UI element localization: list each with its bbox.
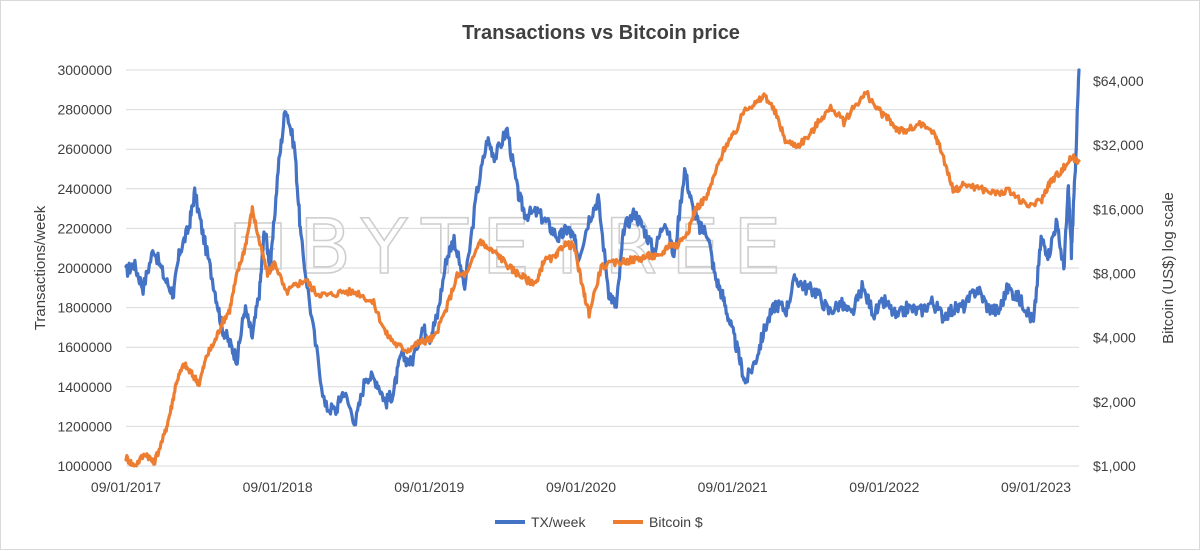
series-line-tx-week (124, 68, 1081, 427)
y-tick-label: 1800000 (57, 300, 112, 316)
y-tick-label: 2800000 (57, 102, 112, 118)
y-tick-label: 2400000 (57, 181, 112, 197)
y-tick-label: 1000000 (57, 458, 112, 474)
y2-tick-label: $1,000 (1093, 458, 1136, 474)
x-tick-label: 09/01/2017 (91, 479, 161, 495)
y-tick-label: 2200000 (57, 220, 112, 236)
y2-tick-label: $32,000 (1093, 137, 1144, 153)
y-axis-left: 1000000 1200000 1400000 1600000 1800000 20000… (57, 62, 112, 474)
legend: TX/week Bitcoin $ (495, 514, 703, 530)
x-axis: 09/01/2017 09/01/2018 09/01/2019 09/01/2020… (91, 479, 1071, 495)
y-tick-label: 1400000 (57, 379, 112, 395)
series-line-bitcoin (124, 89, 1081, 468)
series-layer (124, 68, 1081, 468)
watermark-text: BYTETREE (299, 202, 795, 291)
x-tick-label: 09/01/2022 (849, 479, 919, 495)
x-tick-label: 09/01/2019 (394, 479, 464, 495)
y-axis-title: Transactions/week (32, 205, 49, 330)
y-tick-label: 1600000 (57, 339, 112, 355)
y-tick-label: 2000000 (57, 260, 112, 276)
y-tick-label: 1200000 (57, 418, 112, 434)
x-tick-label: 09/01/2021 (698, 479, 768, 495)
y2-tick-label: $64,000 (1093, 73, 1144, 89)
x-tick-label: 09/01/2023 (1001, 479, 1071, 495)
y2-tick-label: $2,000 (1093, 394, 1136, 410)
y-axis-right: $1,000 $2,000 $4,000 $8,000 $16,000 $32,000 $6… (1093, 73, 1144, 474)
legend-label: Bitcoin $ (649, 514, 703, 530)
x-tick-label: 09/01/2020 (546, 479, 616, 495)
y-tick-label: 2600000 (57, 141, 112, 157)
y2-axis-title: Bitcoin (US$) log scale (1160, 192, 1177, 344)
y-tick-label: 3000000 (57, 62, 112, 78)
x-tick-label: 09/01/2018 (243, 479, 313, 495)
chart-title: Transactions vs Bitcoin price (462, 22, 740, 44)
y2-tick-label: $16,000 (1093, 201, 1144, 217)
y2-tick-label: $8,000 (1093, 265, 1136, 281)
y2-tick-label: $4,000 (1093, 330, 1136, 346)
legend-label: TX/week (531, 514, 586, 530)
